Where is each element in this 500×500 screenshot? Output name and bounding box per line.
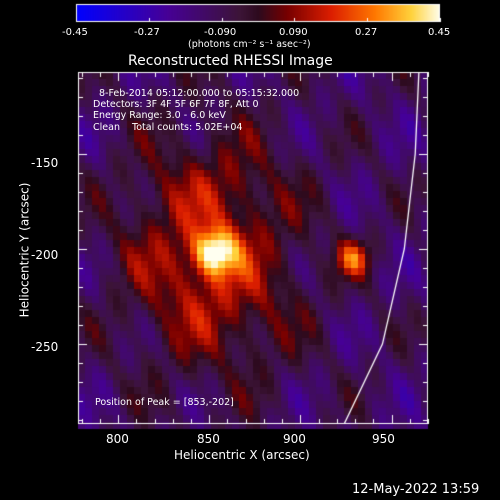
colorbar-tick-4: 0.27 — [355, 27, 378, 38]
x-tick-label-3: 950 — [372, 432, 395, 446]
x-tick-label-1: 850 — [197, 432, 220, 446]
info-line-3: Energy Range: 3.0 - 6.0 keV — [93, 110, 226, 121]
y-tick-label-0: -150 — [31, 156, 59, 170]
x-tick-label-0: 800 — [106, 432, 129, 446]
colorbar-tick-3: 0.090 — [279, 27, 308, 38]
footer-date: 12-May-2022 13:59 — [352, 482, 480, 497]
info-line-4: Clean Total counts: 5.02E+04 — [93, 122, 243, 133]
info-line-2: Detectors: 3F 4F 5F 6F 7F 8F, Att 0 — [93, 99, 259, 110]
peak-position-label: Position of Peak = [853,-202] — [95, 397, 234, 408]
x-axis-label: Heliocentric X (arcsec) — [174, 448, 310, 462]
y-tick-label-2: -250 — [31, 340, 59, 354]
x-tick-label-2: 900 — [283, 432, 306, 446]
colorbar-tick-5: 0.45 — [428, 27, 451, 38]
info-line-1: 8-Feb-2014 05:12:00.000 to 05:15:32.000 — [99, 88, 300, 99]
plot-title: Reconstructed RHESSI Image — [128, 53, 333, 69]
y-tick-label-1: -200 — [31, 248, 59, 262]
colorbar-tick-2: -0.090 — [204, 27, 237, 38]
y-axis-label: Heliocentric Y (arcsec) — [17, 182, 32, 318]
colorbar-tick-1: -0.27 — [134, 27, 160, 38]
colorbar-unit-label: (photons cm⁻² s⁻¹ asec⁻²) — [188, 39, 311, 50]
colorbar-tick-0: -0.45 — [62, 27, 88, 38]
